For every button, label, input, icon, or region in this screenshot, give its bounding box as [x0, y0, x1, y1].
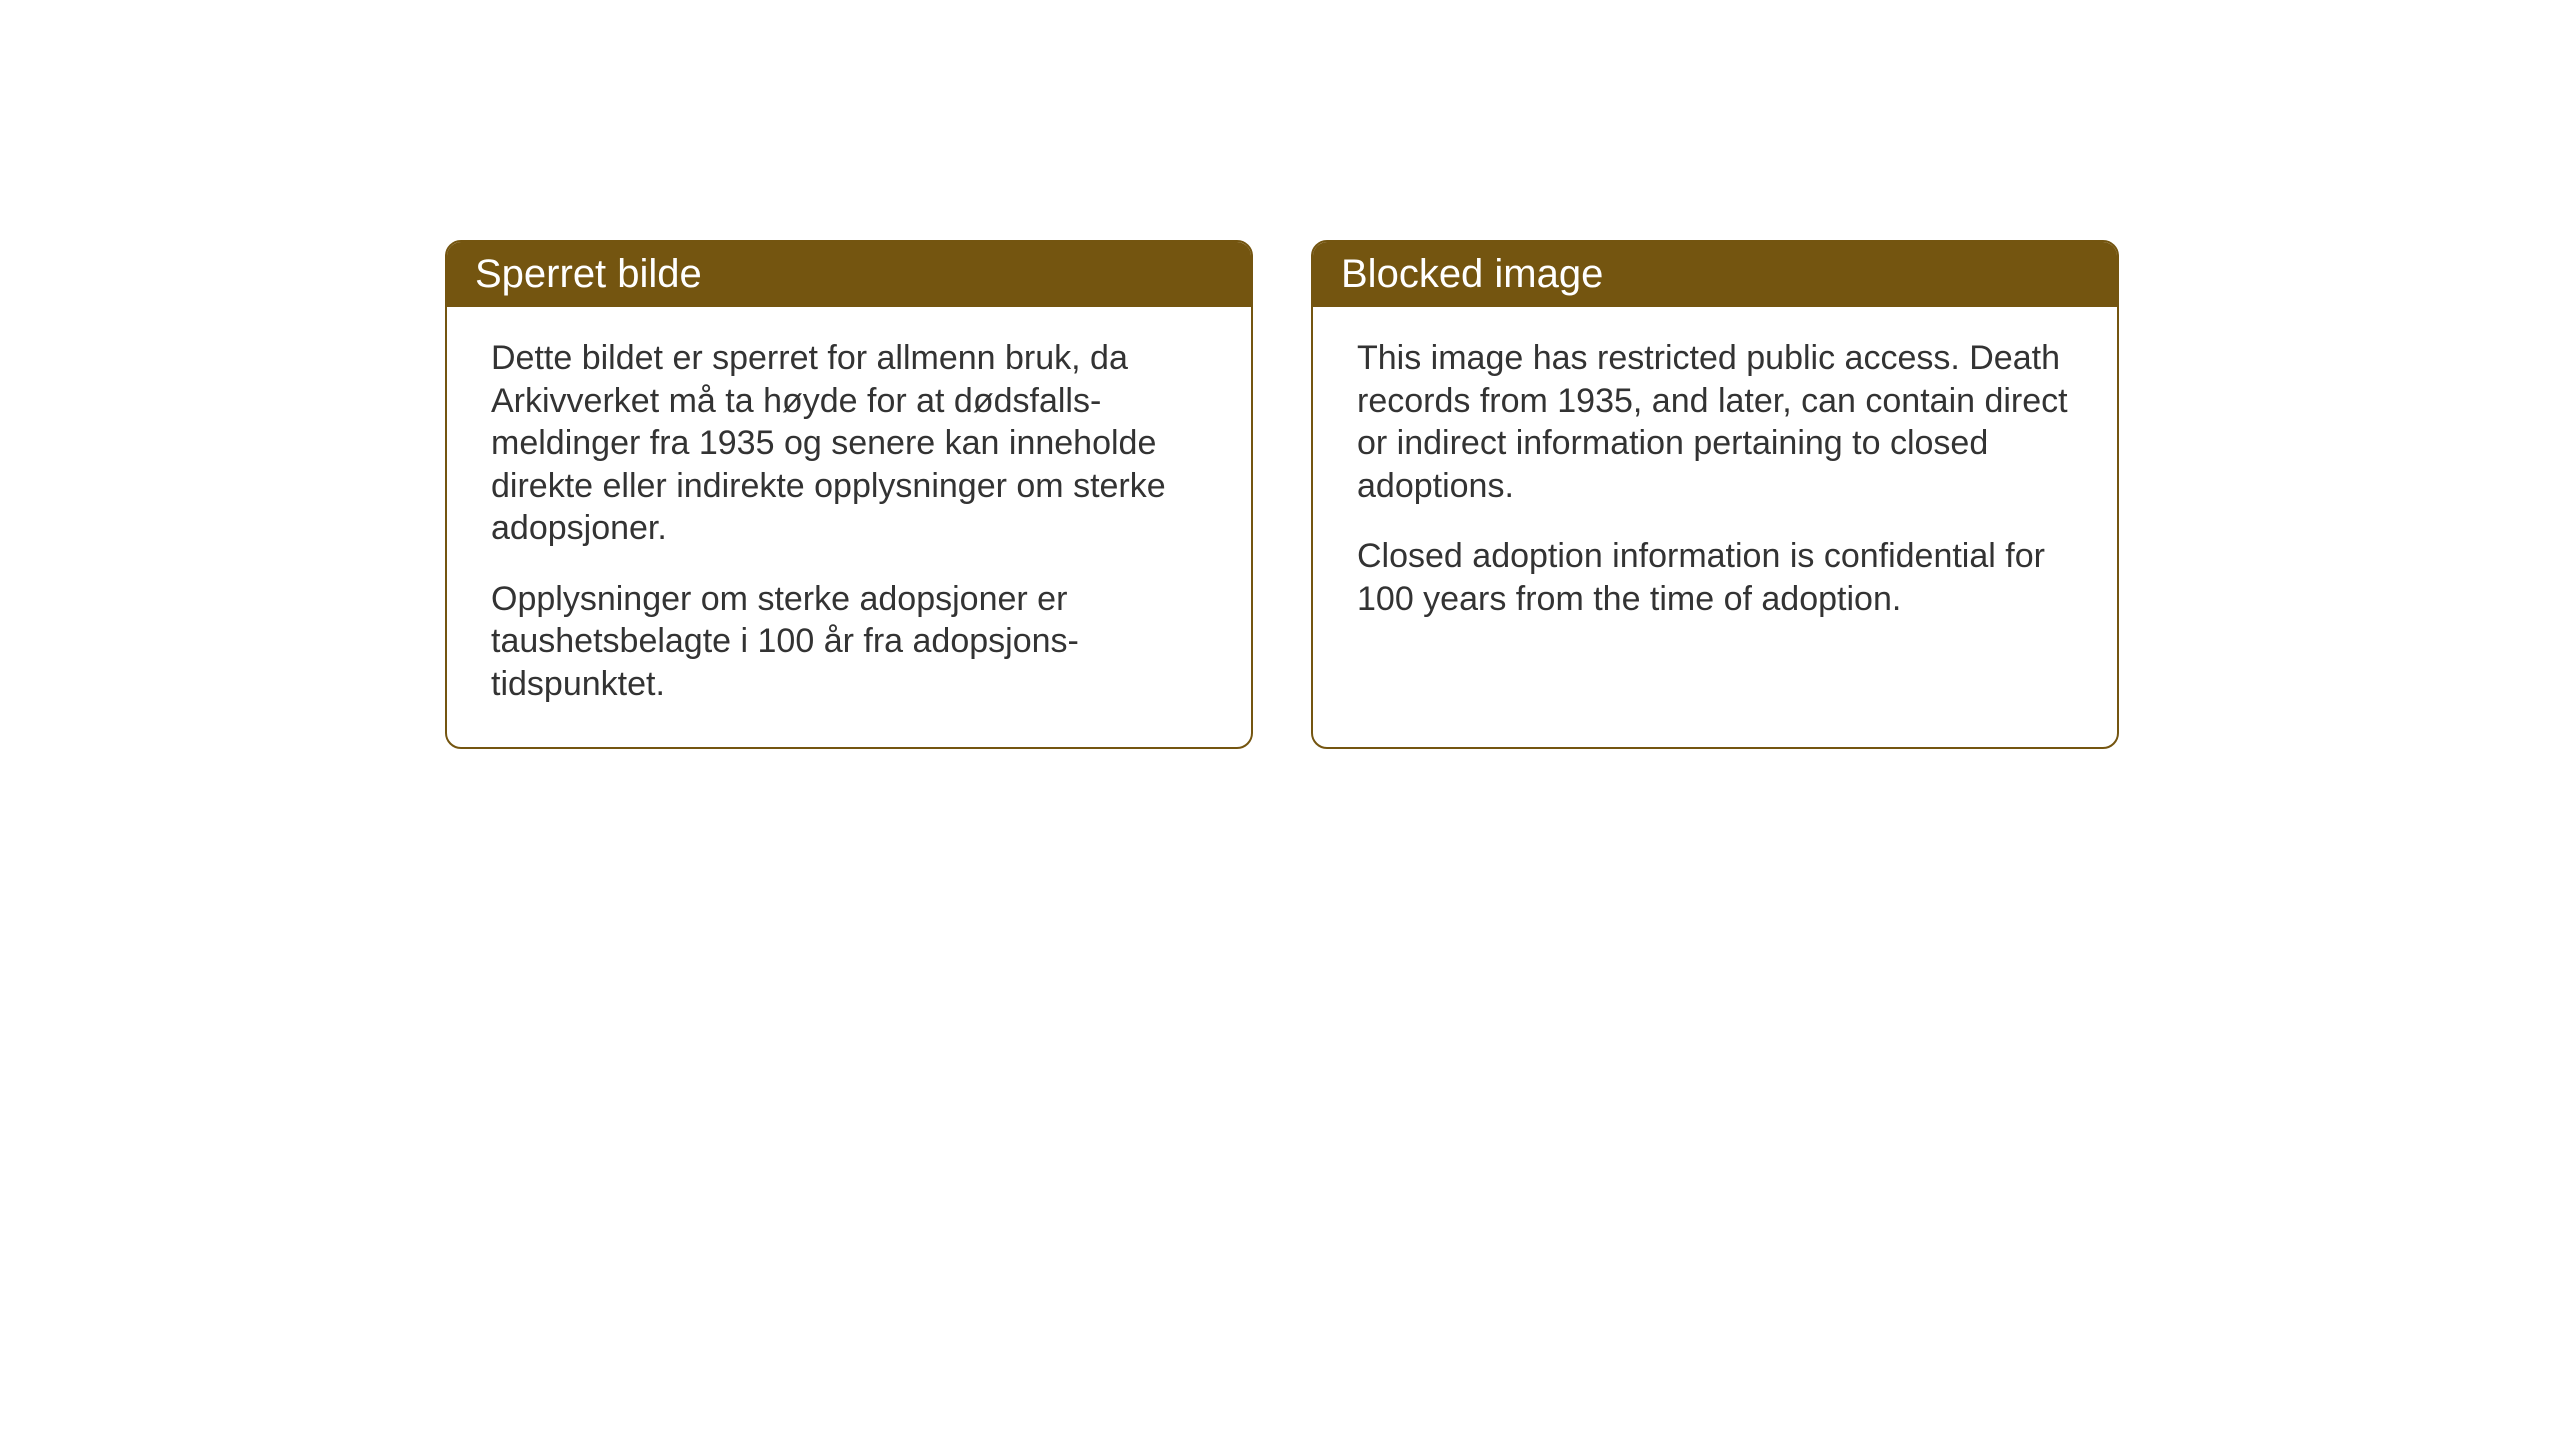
- card-title-norwegian: Sperret bilde: [475, 252, 702, 296]
- card-body-english: This image has restricted public access.…: [1313, 307, 2117, 662]
- paragraph-2-norwegian: Opplysninger om sterke adopsjoner er tau…: [491, 578, 1207, 706]
- notice-container: Sperret bilde Dette bildet er sperret fo…: [445, 240, 2119, 749]
- paragraph-1-english: This image has restricted public access.…: [1357, 337, 2073, 507]
- card-body-norwegian: Dette bildet er sperret for allmenn bruk…: [447, 307, 1251, 747]
- card-header-english: Blocked image: [1313, 242, 2117, 307]
- card-header-norwegian: Sperret bilde: [447, 242, 1251, 307]
- paragraph-1-norwegian: Dette bildet er sperret for allmenn bruk…: [491, 337, 1207, 550]
- card-title-english: Blocked image: [1341, 252, 1603, 296]
- notice-card-norwegian: Sperret bilde Dette bildet er sperret fo…: [445, 240, 1253, 749]
- notice-card-english: Blocked image This image has restricted …: [1311, 240, 2119, 749]
- paragraph-2-english: Closed adoption information is confident…: [1357, 535, 2073, 620]
